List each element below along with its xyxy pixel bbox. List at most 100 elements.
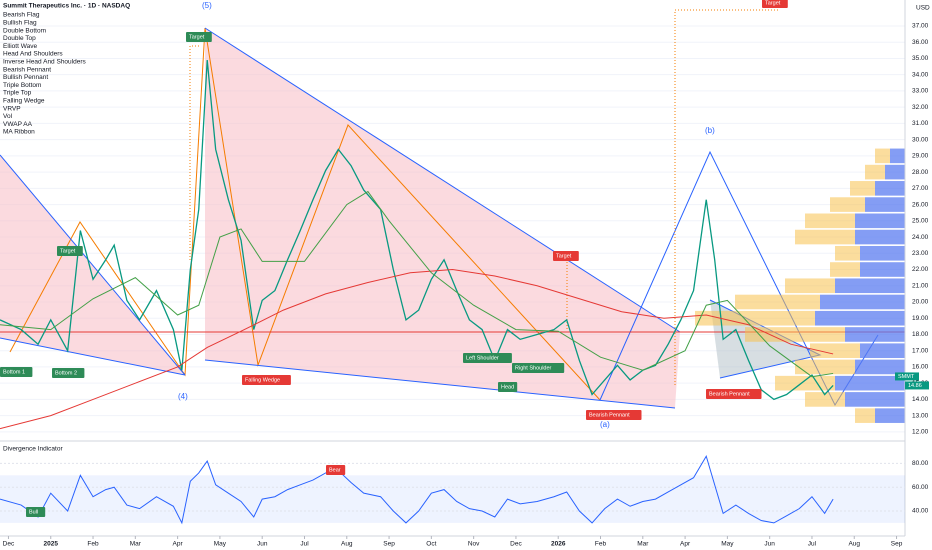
y-tick-label: 34.00 bbox=[912, 71, 929, 78]
x-tick-label: Nov bbox=[468, 541, 480, 548]
trend-line bbox=[204, 359, 676, 409]
price-label: 14.86 bbox=[908, 383, 922, 389]
x-tick-label: Jul bbox=[808, 541, 817, 548]
price-line bbox=[0, 60, 834, 401]
profile-down bbox=[865, 164, 885, 180]
oscillator-title: Divergence Indicator bbox=[3, 446, 63, 453]
target-line bbox=[674, 9, 780, 385]
ma-line bbox=[0, 190, 834, 378]
pattern-tag bbox=[57, 246, 83, 256]
profile-down bbox=[830, 262, 860, 277]
indicator-name: Double Top bbox=[3, 35, 36, 42]
indicator-name: Bearish Pennant bbox=[3, 66, 51, 73]
pattern-tag bbox=[26, 507, 46, 517]
y-tick-label: 37.00 bbox=[912, 23, 929, 30]
y-tick-label: 80.00 bbox=[912, 460, 929, 467]
pattern-label: Head bbox=[501, 384, 514, 390]
osc-line bbox=[0, 455, 834, 525]
profile-up bbox=[815, 310, 905, 326]
trend-line bbox=[0, 154, 186, 376]
y-tick-label: 33.00 bbox=[912, 88, 929, 95]
pattern-label: Target bbox=[556, 253, 572, 259]
x-tick-label: May bbox=[721, 541, 734, 548]
profile-up bbox=[860, 245, 905, 261]
profile-up bbox=[875, 181, 905, 196]
y-tick-label: 22.00 bbox=[912, 266, 929, 273]
pattern-label: Bottom 2 bbox=[55, 370, 77, 376]
y-tick-label: 36.00 bbox=[912, 39, 929, 46]
y-tick-label: 35.00 bbox=[912, 55, 929, 62]
profile-down bbox=[850, 181, 875, 196]
pattern-tag bbox=[186, 32, 212, 42]
pattern-label: Left Shoulder bbox=[466, 355, 499, 361]
pattern-tag bbox=[762, 0, 788, 8]
y-tick-label: 25.00 bbox=[912, 218, 929, 225]
pattern-label: Bottom 1 bbox=[3, 369, 25, 375]
series-name: SMMT bbox=[898, 374, 915, 380]
y-tick-label: 17.00 bbox=[912, 347, 929, 354]
y-tick-label: 31.00 bbox=[912, 120, 929, 127]
indicator-name: Bullish Flag bbox=[3, 20, 37, 27]
y-tick-label: 21.00 bbox=[912, 282, 929, 289]
profile-up bbox=[885, 164, 905, 180]
wave-label: (5) bbox=[202, 1, 212, 10]
y-tick-label: 28.00 bbox=[912, 169, 929, 176]
indicator-name: Bearish Flag bbox=[3, 12, 40, 19]
profile-up bbox=[855, 213, 905, 229]
wave-label: (4) bbox=[178, 392, 188, 401]
profile-up bbox=[865, 197, 905, 212]
x-tick-label: Jul bbox=[300, 541, 309, 548]
pattern-tag bbox=[326, 465, 346, 475]
profile-down bbox=[785, 278, 835, 294]
y-tick-label: 32.00 bbox=[912, 104, 929, 111]
y-tick-label: 40.00 bbox=[912, 508, 929, 515]
profile-up bbox=[855, 229, 905, 245]
pattern-drawings bbox=[0, 9, 905, 423]
chart-title: Summit Therapeutics Inc. · 1D · NASDAQ bbox=[3, 3, 130, 10]
indicator-name: VRVP bbox=[3, 105, 21, 112]
pattern-label: Right Shoulder bbox=[515, 365, 552, 371]
pattern-tag bbox=[706, 389, 762, 399]
profile-up bbox=[860, 262, 905, 277]
profile-down bbox=[805, 392, 845, 407]
x-tick-label: 2025 bbox=[44, 541, 59, 548]
pattern-tag bbox=[586, 410, 642, 420]
x-tick-label: Sep bbox=[383, 541, 395, 548]
y-tick-label: 13.00 bbox=[912, 412, 929, 419]
x-tick-label: Dec bbox=[3, 541, 15, 548]
trend-line bbox=[0, 337, 186, 376]
currency: USD bbox=[916, 5, 930, 12]
pattern-tag bbox=[242, 375, 291, 385]
indicator-name: Triple Bottom bbox=[3, 82, 41, 89]
wedge-area bbox=[205, 28, 680, 408]
profile-down bbox=[745, 327, 845, 342]
profile-up bbox=[820, 294, 905, 310]
indicator-name: Elliott Wave bbox=[3, 43, 37, 50]
profile-up bbox=[845, 392, 905, 407]
pattern-label: Bear bbox=[329, 467, 341, 473]
profile-down bbox=[810, 343, 860, 359]
y-tick-label: 14.00 bbox=[912, 396, 929, 403]
x-tick-label: 2026 bbox=[551, 541, 566, 548]
pattern-label: Falling Wedge bbox=[245, 377, 280, 383]
y-tick-label: 29.00 bbox=[912, 153, 929, 160]
profile-down bbox=[775, 375, 835, 391]
y-tick-label: 27.00 bbox=[912, 185, 929, 192]
profile-up bbox=[860, 343, 905, 359]
indicator-name: Vol bbox=[3, 113, 13, 120]
pattern-label: Bearish Pennant bbox=[709, 391, 750, 397]
x-tick-label: Aug bbox=[848, 541, 860, 548]
indicator-name: Double Bottom bbox=[3, 27, 46, 34]
y-tick-label: 26.00 bbox=[912, 201, 929, 208]
y-tick-label: 16.00 bbox=[912, 364, 929, 371]
osc-band bbox=[0, 475, 905, 523]
indicator-name: VWAP AA bbox=[3, 121, 33, 128]
profile-down bbox=[695, 310, 815, 326]
y-tick-label: 18.00 bbox=[912, 331, 929, 338]
indicator-name: Head And Shoulders bbox=[3, 51, 63, 58]
x-tick-label: Apr bbox=[680, 541, 691, 548]
y-tick-label: 19.00 bbox=[912, 315, 929, 322]
wave-label: (a) bbox=[600, 420, 610, 429]
profile-down bbox=[875, 148, 890, 164]
